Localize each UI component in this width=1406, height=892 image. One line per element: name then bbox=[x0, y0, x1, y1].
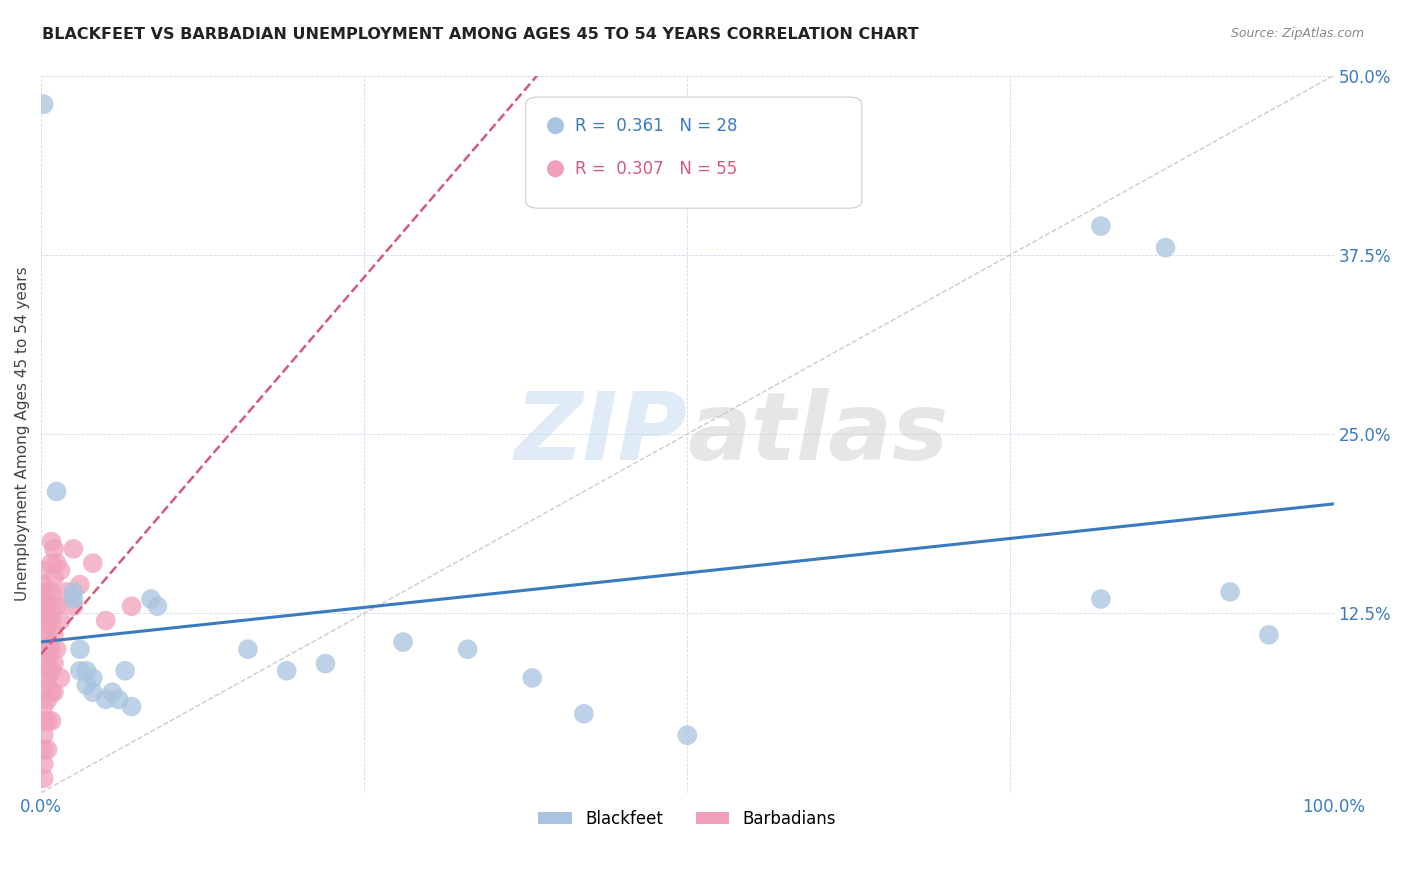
Text: Source: ZipAtlas.com: Source: ZipAtlas.com bbox=[1230, 27, 1364, 40]
Point bbox=[49, 671, 72, 685]
Point bbox=[82, 671, 104, 685]
Point bbox=[32, 628, 55, 642]
Point bbox=[30, 599, 52, 614]
Point bbox=[30, 585, 52, 599]
Point bbox=[107, 692, 129, 706]
Point bbox=[56, 585, 79, 599]
Point bbox=[45, 556, 67, 570]
Point bbox=[37, 642, 59, 657]
Point bbox=[314, 657, 336, 671]
Point bbox=[49, 614, 72, 628]
Point bbox=[114, 664, 136, 678]
Point bbox=[32, 742, 55, 756]
Point bbox=[121, 699, 143, 714]
Point bbox=[37, 742, 59, 756]
Point bbox=[69, 577, 91, 591]
Point bbox=[41, 614, 63, 628]
Point bbox=[62, 599, 84, 614]
Point bbox=[1219, 585, 1241, 599]
Point bbox=[42, 685, 65, 699]
Point bbox=[49, 563, 72, 577]
Point bbox=[94, 692, 117, 706]
Point bbox=[42, 628, 65, 642]
Point bbox=[37, 614, 59, 628]
Point bbox=[37, 671, 59, 685]
Point bbox=[94, 614, 117, 628]
Point bbox=[42, 657, 65, 671]
Point bbox=[41, 714, 63, 728]
Point bbox=[42, 541, 65, 556]
Point bbox=[32, 97, 55, 112]
Point bbox=[676, 728, 699, 742]
Legend: Blackfeet, Barbadians: Blackfeet, Barbadians bbox=[531, 803, 844, 835]
Point bbox=[32, 772, 55, 786]
Point bbox=[139, 592, 162, 607]
Point bbox=[75, 678, 97, 692]
Text: BLACKFEET VS BARBADIAN UNEMPLOYMENT AMONG AGES 45 TO 54 YEARS CORRELATION CHART: BLACKFEET VS BARBADIAN UNEMPLOYMENT AMON… bbox=[42, 27, 918, 42]
Point bbox=[45, 642, 67, 657]
Text: R =  0.361   N = 28: R = 0.361 N = 28 bbox=[575, 117, 737, 135]
Point bbox=[42, 570, 65, 584]
Point bbox=[41, 664, 63, 678]
Point bbox=[1154, 241, 1177, 255]
Point bbox=[32, 685, 55, 699]
Point bbox=[457, 642, 479, 657]
Point bbox=[37, 657, 59, 671]
Point bbox=[45, 599, 67, 614]
Point bbox=[62, 585, 84, 599]
Point bbox=[32, 592, 55, 607]
Point bbox=[1090, 219, 1112, 233]
Point bbox=[572, 706, 595, 721]
Point bbox=[41, 556, 63, 570]
Point bbox=[121, 599, 143, 614]
Point bbox=[75, 664, 97, 678]
Point bbox=[37, 599, 59, 614]
Point bbox=[1090, 592, 1112, 607]
Point bbox=[236, 642, 259, 657]
Point bbox=[32, 756, 55, 771]
Text: atlas: atlas bbox=[688, 388, 949, 480]
Point bbox=[32, 577, 55, 591]
Point bbox=[41, 642, 63, 657]
Point bbox=[32, 642, 55, 657]
Point bbox=[522, 671, 544, 685]
Point bbox=[32, 607, 55, 621]
Y-axis label: Unemployment Among Ages 45 to 54 years: Unemployment Among Ages 45 to 54 years bbox=[15, 267, 30, 601]
Point bbox=[42, 599, 65, 614]
Point bbox=[37, 714, 59, 728]
Point bbox=[32, 728, 55, 742]
Point bbox=[37, 628, 59, 642]
Point bbox=[41, 685, 63, 699]
Point bbox=[37, 692, 59, 706]
Point bbox=[276, 664, 298, 678]
Point bbox=[30, 563, 52, 577]
Point bbox=[392, 635, 415, 649]
Text: R =  0.307   N = 55: R = 0.307 N = 55 bbox=[575, 160, 737, 178]
Text: ZIP: ZIP bbox=[515, 388, 688, 480]
Point bbox=[146, 599, 169, 614]
Point bbox=[69, 664, 91, 678]
Point bbox=[32, 657, 55, 671]
Point bbox=[32, 714, 55, 728]
Point bbox=[37, 585, 59, 599]
FancyBboxPatch shape bbox=[526, 97, 862, 208]
Point bbox=[62, 592, 84, 607]
Point bbox=[30, 614, 52, 628]
Point bbox=[1257, 628, 1279, 642]
Point bbox=[82, 685, 104, 699]
Point bbox=[41, 534, 63, 549]
Point bbox=[32, 699, 55, 714]
Point bbox=[41, 585, 63, 599]
Point bbox=[32, 671, 55, 685]
Point bbox=[82, 556, 104, 570]
Point bbox=[62, 541, 84, 556]
Point bbox=[45, 484, 67, 499]
Point bbox=[101, 685, 124, 699]
Point bbox=[69, 642, 91, 657]
